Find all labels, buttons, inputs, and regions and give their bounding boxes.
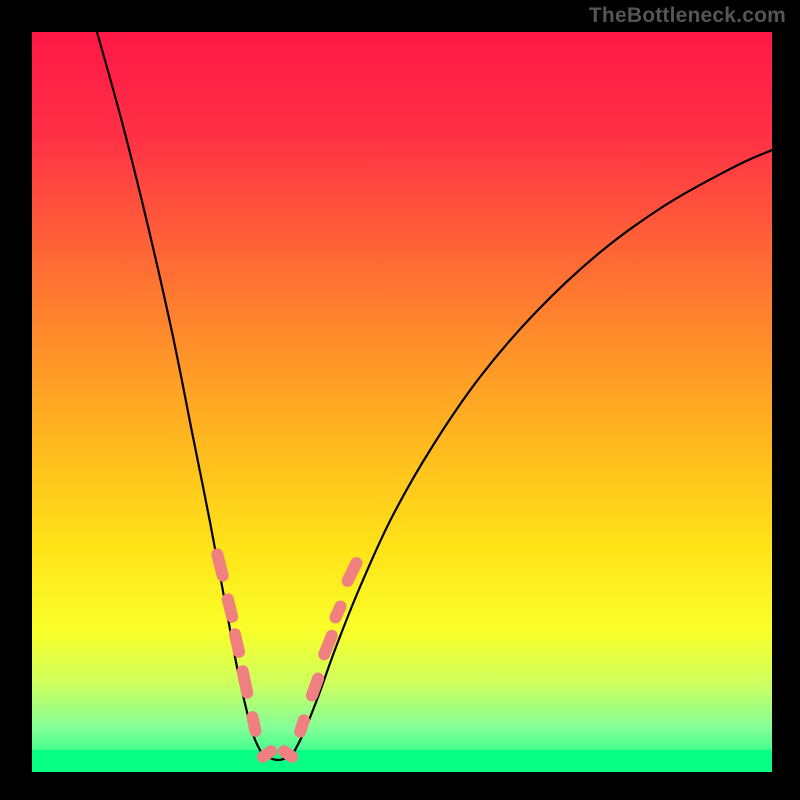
data-marker	[236, 664, 255, 700]
data-marker	[221, 592, 240, 624]
curve-right-branch	[294, 150, 772, 752]
watermark-text: TheBottleneck.com	[589, 4, 786, 28]
data-markers-group	[210, 547, 364, 765]
data-marker	[228, 627, 246, 659]
data-marker	[245, 710, 262, 738]
plot-svg-layer	[32, 32, 772, 772]
data-marker	[210, 547, 230, 583]
plot-area	[32, 32, 772, 772]
data-marker	[293, 713, 312, 740]
